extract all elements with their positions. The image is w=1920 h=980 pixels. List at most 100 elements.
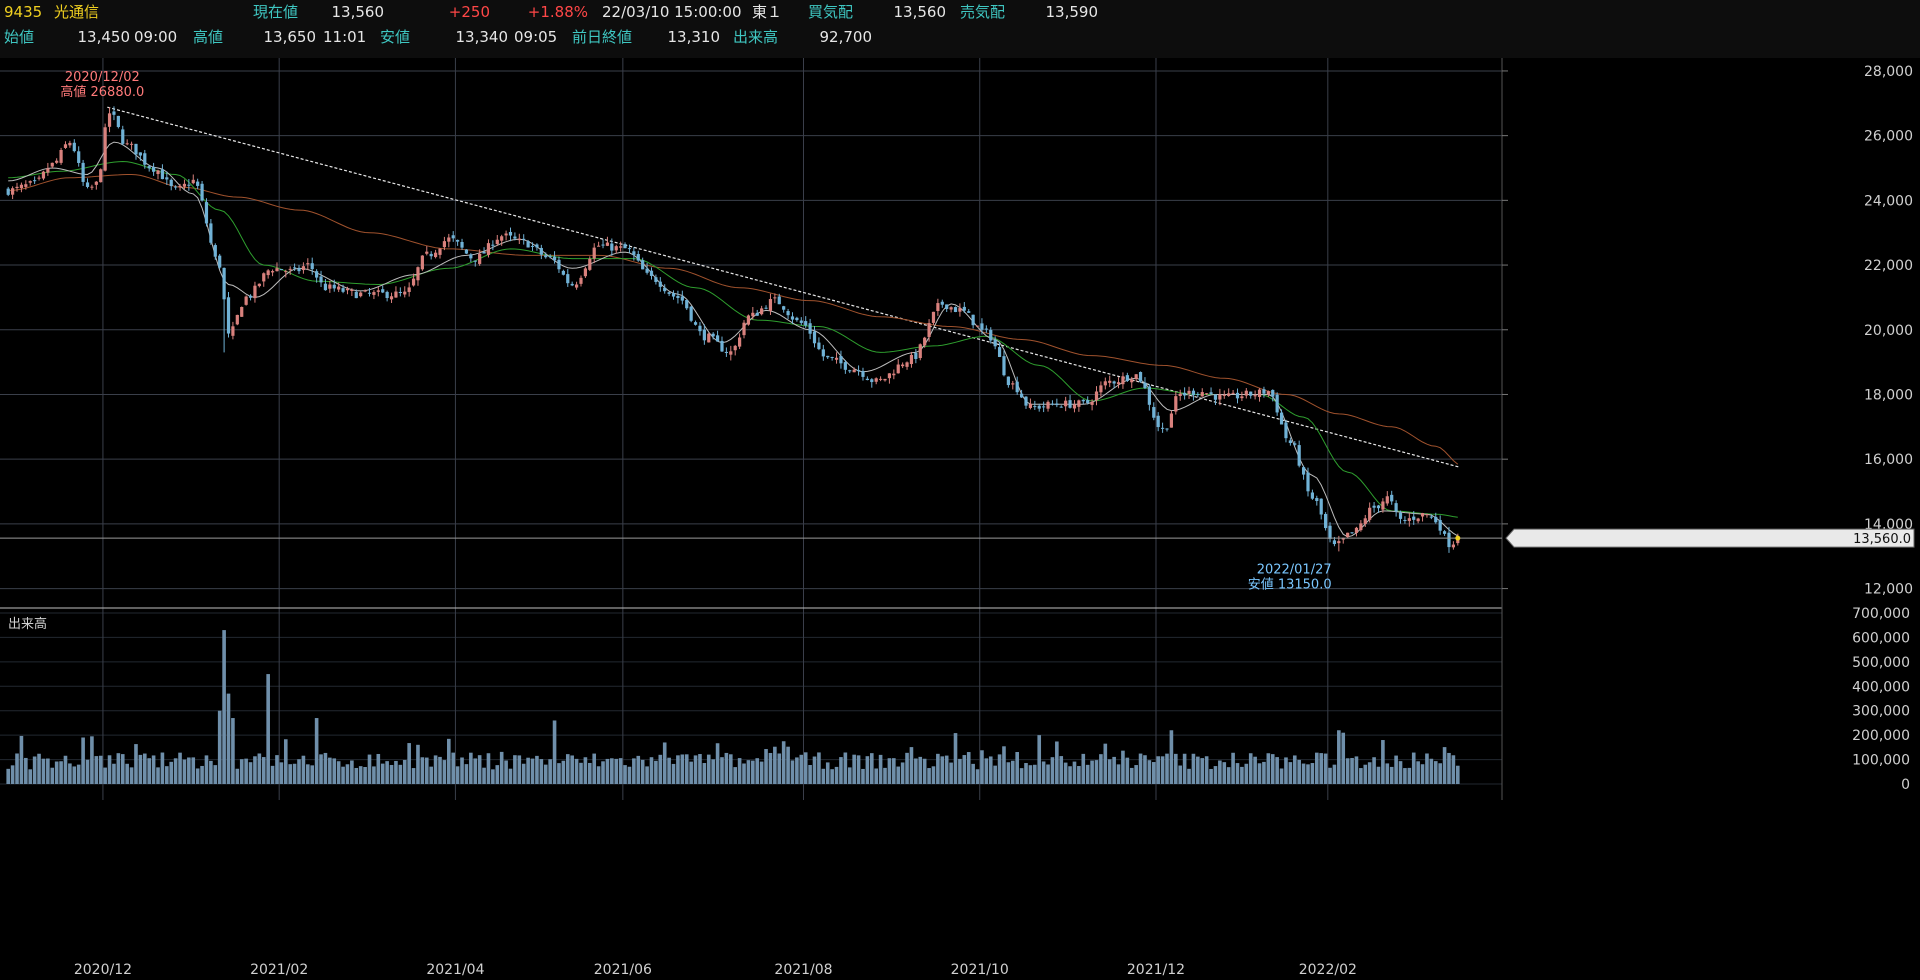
candle-up [504, 233, 508, 236]
candle-up [301, 266, 306, 271]
candle-down [1006, 376, 1010, 386]
candle-up [420, 255, 424, 270]
volume-bar [1178, 765, 1183, 784]
volume-bar [504, 760, 508, 784]
volume-bar [1094, 760, 1099, 784]
price-tick-label: 24,000 [1864, 193, 1913, 209]
candle-down [843, 362, 847, 370]
volume-bar [759, 761, 764, 784]
last-price-marker-label: 13,560.0 [1853, 532, 1911, 547]
volume-bar [852, 754, 856, 784]
candle-up [896, 364, 900, 374]
candle-up [266, 270, 270, 276]
candle-down [1055, 403, 1059, 406]
volume-bar [1253, 756, 1257, 784]
volume-bar [614, 758, 619, 784]
candle-down [980, 323, 984, 330]
volume-bar [1218, 760, 1222, 784]
candle-down [226, 297, 231, 334]
volume-bar [1337, 730, 1341, 784]
volume-bar [495, 765, 500, 784]
volume-bar [191, 757, 196, 784]
volume-bar [847, 767, 852, 784]
candle-down [1434, 516, 1438, 523]
candle-down [1196, 393, 1200, 395]
volume-bar [1160, 756, 1165, 784]
candle-down [1394, 503, 1398, 512]
volume-bar [830, 769, 834, 784]
volume-bar [869, 753, 874, 784]
candle-down [143, 153, 147, 165]
volume-bar [103, 767, 107, 784]
bid-label: 買気配 [808, 3, 854, 21]
volume-bar [288, 764, 292, 784]
volume-bar [526, 757, 530, 784]
low-price: 13,340 [455, 28, 509, 46]
volume-bar [429, 766, 433, 784]
candle-up [1090, 401, 1094, 405]
candle-down [539, 247, 543, 255]
volume-bar [1381, 740, 1385, 784]
volume-bar [438, 756, 442, 784]
date-tick-label: 2021/02 [250, 962, 308, 978]
candle-down [315, 271, 319, 278]
volume-bar [667, 757, 671, 784]
candle-down [1284, 422, 1288, 439]
candle-up [257, 283, 261, 287]
volume-bar [394, 760, 398, 784]
grid-lines [0, 58, 1503, 800]
volume-bar [535, 755, 539, 784]
price-tick-label: 20,000 [1864, 323, 1913, 339]
candle-down [310, 263, 314, 270]
candle-up [931, 311, 936, 323]
candle-down [680, 296, 684, 301]
volume-bar [790, 760, 795, 784]
candle-down [676, 295, 680, 298]
volume-bar [1165, 753, 1169, 784]
candle-down [530, 245, 535, 247]
candle-down [649, 270, 654, 276]
candle-up [852, 369, 856, 373]
candle-up [892, 373, 896, 376]
volume-bar [398, 764, 403, 784]
volume-bar [402, 759, 407, 784]
candle-up [94, 181, 98, 185]
volume-bar [552, 720, 557, 784]
volume-bar [1182, 753, 1187, 784]
volume-bar [116, 753, 121, 784]
candle-down [429, 253, 433, 257]
volume-bar [1081, 753, 1086, 784]
volume-bar [385, 761, 389, 784]
volume-bar [1028, 765, 1033, 784]
volume-bar [1385, 763, 1390, 784]
volume-value: 92,700 [819, 28, 873, 46]
candle-down [724, 351, 728, 354]
volume-bar [557, 763, 561, 784]
candle-down [1403, 519, 1407, 521]
candle-down [636, 254, 640, 261]
candle-down [1086, 400, 1090, 403]
volume-bar [310, 765, 315, 784]
volume-bar [235, 768, 240, 784]
volume-bar [1143, 755, 1147, 784]
candle-down [1332, 540, 1337, 545]
candle-up [288, 268, 292, 270]
candle-up [99, 169, 103, 183]
date-tick-label: 2021/12 [1127, 962, 1185, 978]
moving-averages [8, 141, 1459, 538]
candle-up [24, 184, 28, 187]
candle-down [473, 260, 477, 262]
candle-up [1381, 501, 1385, 510]
volume-bar [874, 768, 878, 784]
candle-down [152, 166, 156, 172]
candle-down [381, 289, 385, 293]
candle-up [1130, 379, 1134, 383]
candle-down [174, 186, 178, 188]
volume-bar [336, 761, 341, 784]
volume-bar [306, 764, 310, 784]
volume-bar [1116, 764, 1121, 784]
volume-bar [1077, 766, 1081, 784]
candle-down [1324, 513, 1328, 529]
volume-bar [1354, 756, 1359, 784]
open-time: 09:00 [134, 28, 178, 46]
